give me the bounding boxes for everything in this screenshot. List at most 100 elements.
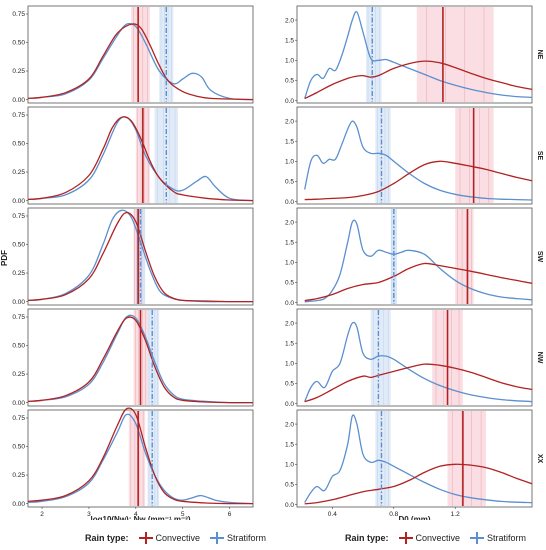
y-tick-label: 1.5 <box>285 138 294 145</box>
stratiform-curve <box>304 10 533 99</box>
convective-band <box>131 7 150 102</box>
convective-band <box>447 411 486 506</box>
legend-title: Rain type: <box>345 533 389 543</box>
x-tick-label: 0.4 <box>328 511 337 518</box>
convective-curve <box>27 116 254 202</box>
y-tick-label: 2.0 <box>285 17 294 24</box>
stratiform-curve <box>304 414 533 504</box>
legend-title: Rain type: <box>85 533 129 543</box>
legend-stratiform-label: Stratiform <box>227 533 267 543</box>
y-tick-label: 1.5 <box>285 340 294 347</box>
stratiform-curve <box>27 116 254 202</box>
convective-legend-key <box>398 532 413 544</box>
x-axis-title-nw: log10(Nw): Nw (mm⁻¹ m⁻³) <box>91 515 191 520</box>
convective-band <box>128 411 146 506</box>
panel-frame <box>296 207 533 306</box>
stratiform-legend-key <box>470 532 485 544</box>
convective-curve <box>304 262 533 302</box>
panel-frame <box>296 5 533 104</box>
convective-curve <box>304 160 533 201</box>
stratiform-band <box>159 7 174 102</box>
y-tick-label: 0.50 <box>12 343 25 350</box>
legend-left: Rain type: Convective Stratiform <box>85 528 272 548</box>
y-tick-label: 0.50 <box>12 40 25 47</box>
x-tick-label: 0.8 <box>389 511 398 518</box>
y-tick-label: 0.25 <box>12 472 25 479</box>
stratiform-band <box>135 209 146 304</box>
stratiform-curve <box>304 120 533 201</box>
y-tick-label: 0.75 <box>12 11 25 18</box>
panel-frame <box>296 409 533 508</box>
panel-frame <box>27 409 254 508</box>
panel-frame <box>296 308 533 407</box>
y-tick-label: 0.50 <box>12 242 25 249</box>
x-tick-label: 3 <box>87 511 91 518</box>
y-tick-label: 0.0 <box>285 98 294 105</box>
region-label-se: SE <box>536 151 543 161</box>
region-label-sw: SW <box>536 251 543 263</box>
y-tick-label: 0.5 <box>285 78 294 85</box>
y-tick-label: 0.75 <box>12 415 25 422</box>
y-tick-label: 0.00 <box>12 299 25 306</box>
y-tick-label: 0.75 <box>12 314 25 321</box>
x-axis-title-d0: D0 (mm) <box>398 515 430 520</box>
y-tick-label: 2.0 <box>285 219 294 226</box>
y-tick-label: 1.5 <box>285 239 294 246</box>
y-tick-label: 1.5 <box>285 441 294 448</box>
stratiform-band <box>375 411 391 506</box>
y-tick-label: 1.5 <box>285 37 294 44</box>
y-tick-label: 0.5 <box>285 381 294 388</box>
stratiform-band <box>375 108 391 203</box>
y-tick-label: 1.0 <box>285 159 294 166</box>
stratiform-band <box>147 411 160 506</box>
y-tick-label: 0.25 <box>12 371 25 378</box>
y-tick-label: 1.0 <box>285 462 294 469</box>
convective-band <box>455 209 474 304</box>
y-tick-label: 1.0 <box>285 260 294 267</box>
region-label-ne: NE <box>536 50 543 60</box>
convective-curve <box>27 23 254 101</box>
y-tick-label: 0.50 <box>12 141 25 148</box>
legend-convective-label: Convective <box>155 533 201 543</box>
y-tick-label: 0.25 <box>12 270 25 277</box>
convective-curve <box>27 407 254 505</box>
y-tick-label: 0.0 <box>285 502 294 509</box>
y-tick-label: 0.00 <box>12 400 25 407</box>
x-tick-label: 6 <box>228 511 232 518</box>
convective-curve <box>304 463 533 505</box>
y-tick-label: 1.0 <box>285 58 294 65</box>
convective-curve <box>304 363 533 403</box>
y-tick-label: 0.75 <box>12 213 25 220</box>
stratiform-legend-key <box>210 532 225 544</box>
y-tick-label: 0.00 <box>12 97 25 104</box>
y-tick-label: 2.0 <box>285 118 294 125</box>
y-tick-label: 0.5 <box>285 280 294 287</box>
y-tick-label: 0.50 <box>12 444 25 451</box>
y-tick-label: 0.5 <box>285 482 294 489</box>
stratiform-curve <box>304 219 533 303</box>
convective-band <box>416 7 494 102</box>
stratiform-band <box>370 310 391 405</box>
panel-frame <box>27 5 254 104</box>
region-label-xx: XX <box>536 454 543 464</box>
convective-legend-key <box>138 532 153 544</box>
stratiform-curve <box>27 413 254 505</box>
y-tick-label: 0.0 <box>285 199 294 206</box>
y-tick-label: 0.25 <box>12 68 25 75</box>
x-tick-label: 4 <box>134 511 138 518</box>
x-tick-label: 2 <box>40 511 44 518</box>
x-tick-label: 1.2 <box>451 511 460 518</box>
stratiform-band <box>390 209 397 304</box>
stratiform-band <box>366 7 382 102</box>
x-tick-label: 5 <box>181 511 185 518</box>
chart-figure: 0.00 0.25 0.50 0.75 0.00 0.25 0.50 0.75 0.00 0.25… <box>0 5 543 520</box>
y-axis-title: PDF <box>0 250 9 266</box>
legend-convective-label: Convective <box>415 533 461 543</box>
y-tick-label: 0.5 <box>285 179 294 186</box>
y-tick-label: 0.25 <box>12 169 25 176</box>
y-tick-label: 0.0 <box>285 300 294 307</box>
panel-frame <box>27 106 254 205</box>
y-tick-label: 1.0 <box>285 361 294 368</box>
y-tick-label: 0.00 <box>12 501 25 508</box>
y-tick-label: 2.0 <box>285 421 294 428</box>
